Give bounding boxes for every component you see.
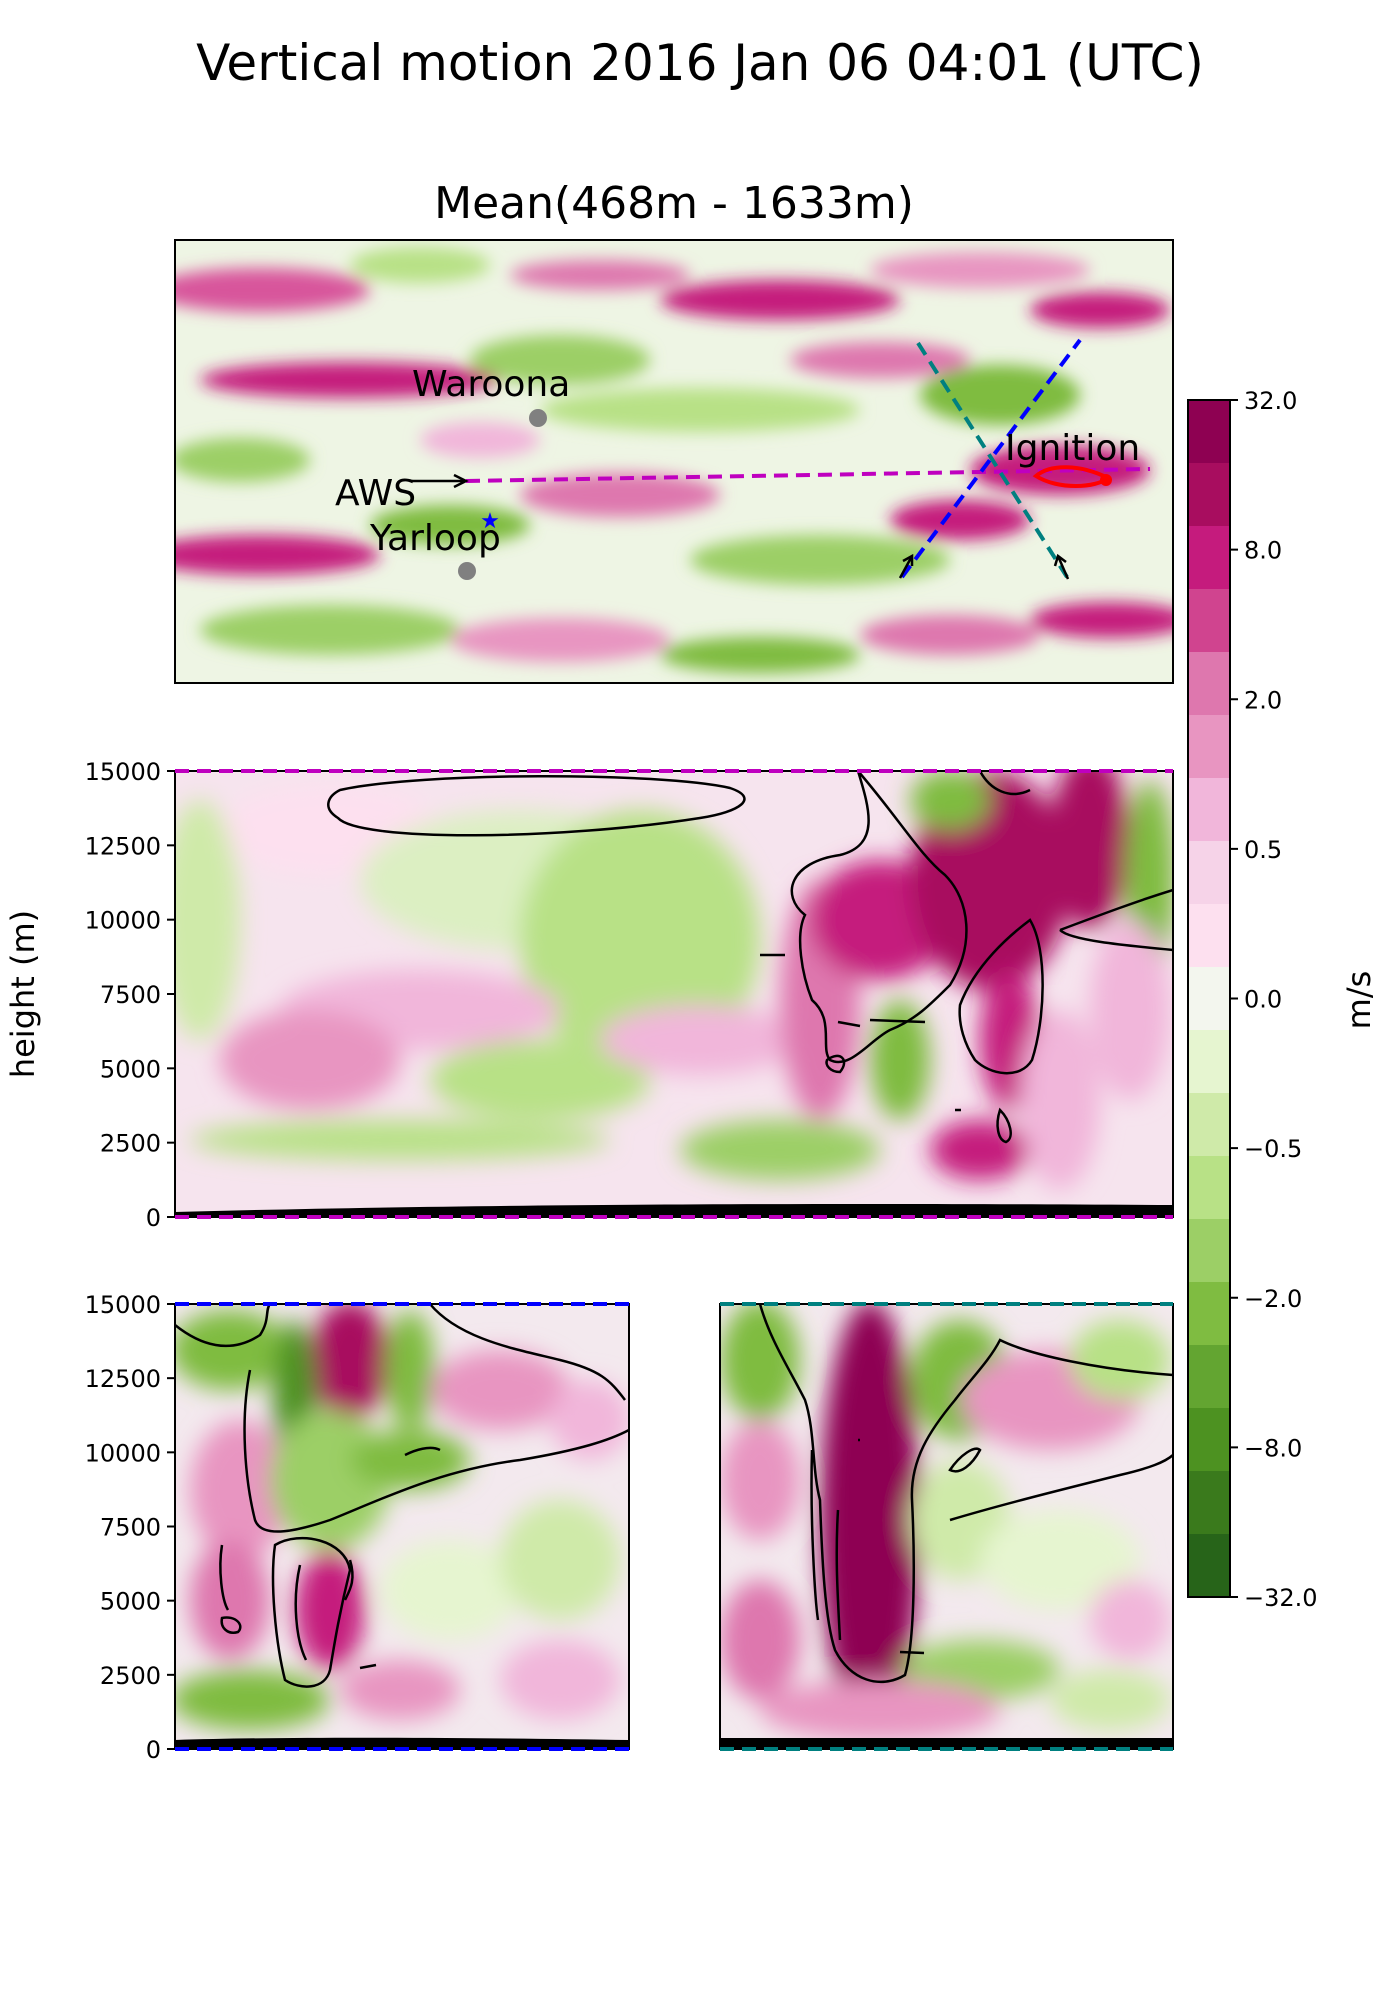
diag1-ytick-label: 0: [146, 1736, 161, 1764]
main-ytick-label: 12500: [85, 832, 161, 860]
colorbar-tick-label: 8.0: [1244, 537, 1282, 565]
yarloop-label: Yarloop: [369, 518, 501, 559]
colorbar-tick-label: 0.0: [1244, 986, 1282, 1014]
colorbar-band: [1188, 1156, 1230, 1220]
transect-main-contours: [327, 770, 1174, 1144]
main-ytick-label: 15000: [85, 758, 161, 786]
waroona-label: Waroona: [412, 364, 570, 405]
colorbar-tick-label: 2.0: [1244, 686, 1282, 714]
diag2-transect-arrow: [1053, 553, 1070, 580]
colorbar-tick-label: 0.5: [1244, 836, 1282, 864]
colorbar-band: [1188, 841, 1230, 905]
diag2-transect-line: [916, 341, 1069, 579]
colorbar-band: [1188, 400, 1230, 464]
diag1-ytick-label: 7500: [100, 1514, 161, 1542]
colorbar-band: [1188, 715, 1230, 779]
diag1-transect-arrow: [898, 553, 914, 579]
transect-diag1-panel: 0 2500 5000 7500 10000 12500 15000: [85, 1291, 630, 1764]
diag1-ytick-label: 10000: [85, 1439, 161, 1467]
yarloop-marker: [458, 562, 476, 580]
colorbar-band: [1188, 967, 1230, 1031]
diag1-ytick-label: 2500: [100, 1662, 161, 1690]
diag1-transect-line: [900, 338, 1082, 579]
main-ytick-label: 2500: [100, 1130, 161, 1158]
colorbar-tick-label: −32.0: [1244, 1584, 1318, 1612]
colorbar-tick-label: 32.0: [1244, 387, 1297, 415]
colorbar-tick-label: −8.0: [1244, 1434, 1302, 1462]
main-ytick-label: 7500: [100, 981, 161, 1009]
colorbar-band: [1188, 463, 1230, 527]
transect-diag2-contours: [758, 1303, 1174, 1684]
colorbar-band: [1188, 526, 1230, 590]
transect-main-field: [175, 771, 1173, 1217]
colorbar-band: [1188, 904, 1230, 968]
aws-star-icon: ★: [480, 509, 500, 534]
map-subtitle: Mean(468m - 1633m): [434, 178, 914, 229]
colorbar: [1187, 399, 1231, 1598]
colorbar-band: [1188, 1534, 1230, 1598]
colorbar-band: [1188, 652, 1230, 716]
diag1-ytick-label: 12500: [85, 1365, 161, 1393]
main-ytick-label: 10000: [85, 907, 161, 935]
map-panel: ★ Waroona Yarloop AWS Ignition: [174, 239, 1174, 684]
transect-main-panel: 0 2500 5000 7500 10000 12500 15000: [85, 758, 1174, 1232]
waroona-marker: [529, 409, 547, 427]
transect-diag1-field: [175, 1304, 629, 1749]
main-transect-line: [465, 467, 1151, 483]
colorbar-band: [1188, 1282, 1230, 1346]
main-ytick-label: 5000: [100, 1055, 161, 1083]
map-frame: [174, 239, 1174, 684]
colorbar-label: m/s: [1340, 971, 1378, 1030]
colorbar-band: [1188, 1219, 1230, 1283]
diag1-ytick-label: 5000: [100, 1588, 161, 1616]
colorbar-band: [1188, 1471, 1230, 1535]
transect-diag1-contours: [174, 1303, 630, 1688]
colorbar-band: [1188, 778, 1230, 842]
colorbar-band: [1188, 589, 1230, 653]
transect-diag2-panel: [719, 1302, 1174, 1751]
colorbar-tick-label: −0.5: [1244, 1135, 1302, 1163]
ignition-point-marker: [1100, 474, 1112, 486]
colorbar-band: [1188, 1093, 1230, 1157]
ignition-label: Ignition: [1005, 428, 1140, 469]
y-axis-label: height (m): [4, 910, 42, 1078]
colorbar-tick-label: −2.0: [1244, 1285, 1302, 1313]
aws-label: AWS: [335, 473, 416, 514]
colorbar-band: [1188, 1408, 1230, 1472]
transect-main-y-axis: 0 2500 5000 7500 10000 12500 15000: [85, 758, 175, 1232]
main-ytick-label: 0: [146, 1204, 161, 1232]
figure-title: Vertical motion 2016 Jan 06 04:01 (UTC): [196, 34, 1204, 92]
transect-diag2-field: [720, 1304, 1173, 1749]
transect-diag1-y-axis: 0 2500 5000 7500 10000 12500 15000: [85, 1291, 175, 1764]
colorbar-band: [1188, 1030, 1230, 1094]
diag1-ytick-label: 15000: [85, 1291, 161, 1319]
main-transect-arrow: [412, 473, 469, 489]
colorbar-ticks: 32.0 8.0 2.0 0.5 0.0 −0.5 −2.0 −8.0 −32.0: [1230, 387, 1318, 1612]
colorbar-band: [1188, 1345, 1230, 1409]
